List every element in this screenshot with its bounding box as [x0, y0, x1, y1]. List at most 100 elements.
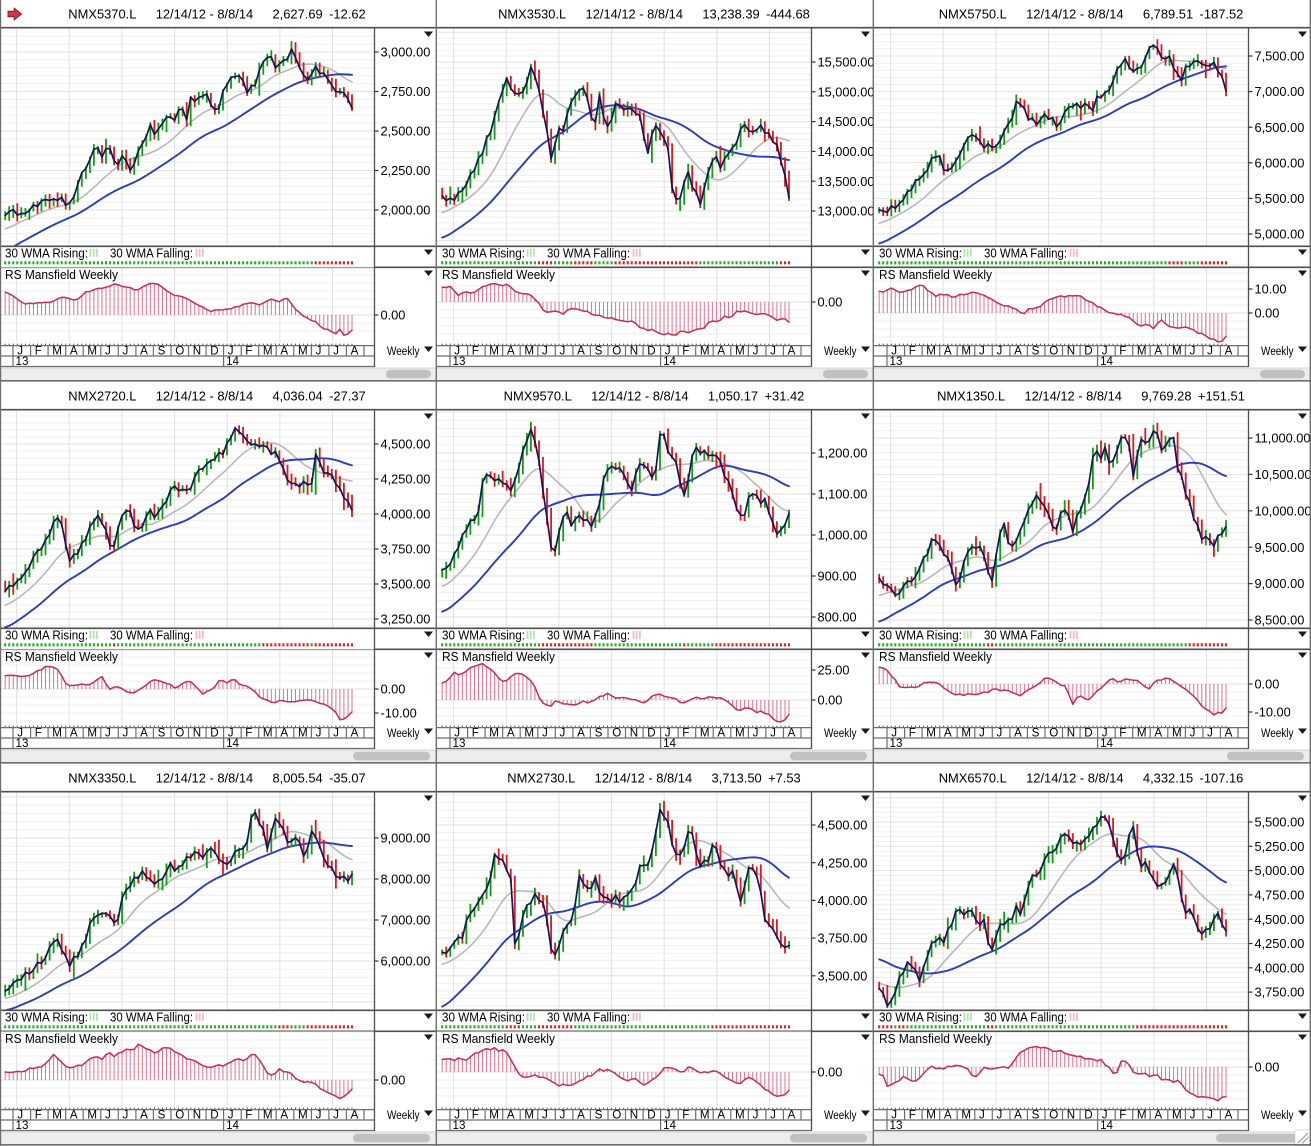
svg-text:M: M — [926, 727, 936, 740]
svg-text:O: O — [612, 727, 621, 740]
svg-text:A: A — [717, 345, 725, 358]
svg-text:13: 13 — [890, 355, 903, 368]
svg-text:F: F — [909, 727, 916, 740]
svg-text:J: J — [1102, 727, 1108, 740]
svg-text:Weekly: Weekly — [387, 344, 420, 358]
svg-text:N: N — [1067, 727, 1075, 740]
svg-text:N: N — [193, 1109, 201, 1122]
svg-text:Weekly: Weekly — [1261, 1108, 1294, 1122]
svg-text:M: M — [1137, 345, 1147, 358]
svg-text:D: D — [1084, 345, 1092, 358]
svg-text:30 WMA Falling:: 30 WMA Falling: — [110, 247, 193, 261]
svg-text:A: A — [140, 1109, 148, 1122]
svg-text:O: O — [1049, 345, 1058, 358]
svg-text:J: J — [997, 345, 1003, 358]
svg-text:1,200.00: 1,200.00 — [818, 446, 868, 461]
svg-text:Weekly: Weekly — [1261, 726, 1294, 740]
svg-text:J: J — [891, 727, 897, 740]
svg-text:30 WMA Rising:: 30 WMA Rising: — [442, 629, 525, 643]
svg-text:4,250.00: 4,250.00 — [818, 855, 868, 870]
svg-text:M: M — [1172, 727, 1182, 740]
svg-text:0.00: 0.00 — [1255, 1060, 1280, 1075]
svg-text:A: A — [351, 1109, 359, 1122]
svg-text:RS Mansfield Weekly: RS Mansfield Weekly — [5, 268, 119, 282]
svg-text:O: O — [175, 1109, 184, 1122]
svg-text:J: J — [333, 345, 339, 358]
svg-text:J: J — [333, 727, 339, 740]
svg-text:F: F — [245, 727, 252, 740]
svg-text:30 WMA Falling:: 30 WMA Falling: — [984, 1011, 1067, 1025]
svg-text:4,000.00: 4,000.00 — [381, 507, 431, 522]
svg-text:15,500.00: 15,500.00 — [818, 55, 875, 70]
svg-text:J: J — [560, 1109, 566, 1122]
svg-text:A: A — [577, 727, 585, 740]
svg-text:RS Mansfield Weekly: RS Mansfield Weekly — [879, 1032, 993, 1046]
svg-text:13: 13 — [16, 355, 29, 368]
svg-text:7,500.00: 7,500.00 — [1255, 49, 1305, 64]
svg-text:S: S — [1032, 1109, 1040, 1122]
svg-text:NMX3530.L 12/14/12 - 8/8/14: NMX3530.L 12/14/12 - 8/8/14 13,238.39 -4… — [498, 7, 810, 22]
svg-text:14: 14 — [663, 737, 676, 750]
svg-text:D: D — [210, 345, 218, 358]
svg-text:A: A — [788, 345, 796, 358]
svg-text:A: A — [717, 727, 725, 740]
svg-text:5,000.00: 5,000.00 — [1255, 863, 1305, 878]
svg-text:NMX6570.L 12/14/12 - 8/8/14: NMX6570.L 12/14/12 - 8/8/14 4,332.15 -10… — [939, 771, 1244, 786]
svg-text:3,750.00: 3,750.00 — [818, 931, 868, 946]
svg-text:13: 13 — [890, 737, 903, 750]
svg-text:J: J — [979, 1109, 985, 1122]
svg-text:13,500.00: 13,500.00 — [818, 174, 875, 189]
svg-text:RS Mansfield Weekly: RS Mansfield Weekly — [879, 268, 993, 282]
svg-text:3,500.00: 3,500.00 — [818, 968, 868, 983]
svg-text:30 WMA Falling:: 30 WMA Falling: — [984, 629, 1067, 643]
svg-text:F: F — [682, 1109, 689, 1122]
svg-text:A: A — [507, 345, 515, 358]
svg-text:25.00: 25.00 — [818, 663, 850, 678]
svg-text:M: M — [1172, 345, 1182, 358]
svg-text:14,500.00: 14,500.00 — [818, 114, 875, 129]
svg-text:4,250.00: 4,250.00 — [381, 472, 431, 487]
svg-text:9,000.00: 9,000.00 — [381, 831, 431, 846]
svg-text:1,100.00: 1,100.00 — [818, 487, 868, 502]
svg-text:S: S — [158, 1109, 166, 1122]
svg-text:J: J — [891, 345, 897, 358]
svg-text:1,000.00: 1,000.00 — [818, 528, 868, 543]
svg-text:30 WMA Falling:: 30 WMA Falling: — [110, 629, 193, 643]
svg-text:30 WMA Rising:: 30 WMA Rising: — [5, 247, 88, 261]
svg-text:M: M — [961, 1109, 971, 1122]
svg-text:4,250.00: 4,250.00 — [1255, 936, 1305, 951]
svg-text:11,000.00: 11,000.00 — [1255, 431, 1311, 446]
svg-text:3,250.00: 3,250.00 — [381, 612, 431, 627]
svg-text:D: D — [210, 727, 218, 740]
svg-text:J: J — [105, 345, 111, 358]
svg-text:3,750.00: 3,750.00 — [1255, 985, 1305, 1000]
svg-text:30 WMA Falling:: 30 WMA Falling: — [547, 629, 630, 643]
svg-text:N: N — [193, 345, 201, 358]
svg-text:J: J — [333, 1109, 339, 1122]
svg-text:J: J — [1102, 1109, 1108, 1122]
svg-text:J: J — [105, 1109, 111, 1122]
svg-text:0.00: 0.00 — [381, 1073, 406, 1088]
svg-text:RS Mansfield Weekly: RS Mansfield Weekly — [442, 268, 556, 282]
svg-text:M: M — [961, 345, 971, 358]
svg-text:A: A — [1154, 727, 1162, 740]
svg-text:A: A — [70, 727, 78, 740]
svg-text:0.00: 0.00 — [1255, 677, 1280, 692]
svg-text:S: S — [595, 727, 603, 740]
svg-text:10,500.00: 10,500.00 — [1255, 467, 1311, 482]
svg-text:M: M — [298, 727, 308, 740]
svg-text:F: F — [1119, 345, 1126, 358]
svg-text:S: S — [1032, 345, 1040, 358]
svg-text:14: 14 — [1100, 1119, 1113, 1132]
svg-text:0.00: 0.00 — [818, 295, 843, 310]
svg-text:A: A — [788, 1109, 796, 1122]
svg-text:30 WMA Rising:: 30 WMA Rising: — [879, 247, 962, 261]
svg-text:9,000.00: 9,000.00 — [1255, 576, 1305, 591]
svg-text:J: J — [17, 1109, 23, 1122]
svg-text:2,250.00: 2,250.00 — [381, 163, 431, 178]
svg-text:30 WMA Falling:: 30 WMA Falling: — [547, 247, 630, 261]
svg-text:0.00: 0.00 — [818, 1065, 843, 1080]
svg-text:Weekly: Weekly — [824, 1108, 857, 1122]
svg-text:D: D — [647, 1109, 655, 1122]
svg-text:NMX5370.L 12/14/12 - 8/8/14: NMX5370.L 12/14/12 - 8/8/14 2,627.69 -12… — [68, 7, 365, 22]
